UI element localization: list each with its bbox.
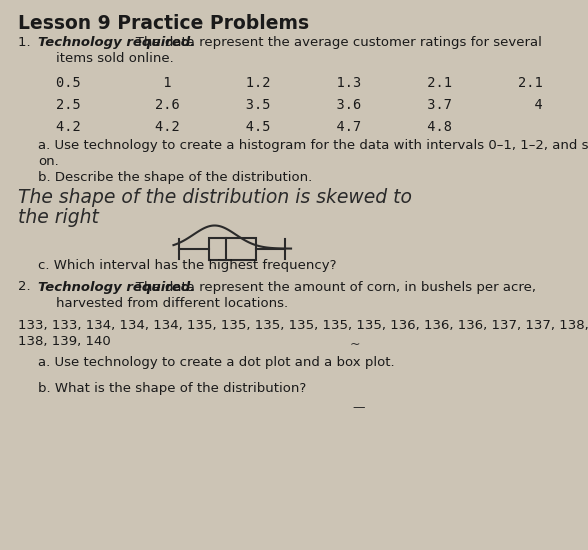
Text: The shape of the distribution is skewed to: The shape of the distribution is skewed …	[18, 188, 412, 207]
Text: —: —	[353, 402, 365, 415]
Text: c. Which interval has the highest frequency?: c. Which interval has the highest freque…	[38, 258, 337, 272]
Text: items sold online.: items sold online.	[56, 52, 173, 65]
Text: Technology required.: Technology required.	[38, 280, 195, 294]
Text: the right: the right	[18, 208, 99, 227]
Text: b. Describe the shape of the distribution.: b. Describe the shape of the distributio…	[38, 170, 312, 184]
Text: 2.5         2.6        3.5        3.6        3.7          4         4.1        4: 2.5 2.6 3.5 3.6 3.7 4 4.1 4	[56, 98, 588, 112]
Text: a. Use technology to create a histogram for the data with intervals 0–1, 1–2, an: a. Use technology to create a histogram …	[38, 139, 588, 152]
Text: harvested from different locations.: harvested from different locations.	[56, 297, 288, 310]
Text: on.: on.	[38, 155, 59, 168]
Text: Technology required.: Technology required.	[38, 36, 195, 49]
Bar	[209, 238, 256, 260]
Text: 138, 139, 140: 138, 139, 140	[18, 336, 111, 349]
Text: The data represent the average customer ratings for several: The data represent the average customer …	[38, 36, 542, 49]
Text: Lesson 9 Practice Problems: Lesson 9 Practice Problems	[18, 14, 309, 33]
Text: 2.: 2.	[18, 280, 35, 294]
Text: The data represent the amount of corn, in bushels per acre,: The data represent the amount of corn, i…	[38, 280, 536, 294]
Text: b. What is the shape of the distribution?: b. What is the shape of the distribution…	[38, 382, 306, 395]
Text: 133, 133, 134, 134, 134, 135, 135, 135, 135, 135, 135, 136, 136, 136, 137, 137, : 133, 133, 134, 134, 134, 135, 135, 135, …	[18, 319, 588, 332]
Text: 0.5          1         1.2        1.3        2.1        2.1        2.1        2.: 0.5 1 1.2 1.3 2.1 2.1 2.1 2.	[56, 76, 588, 90]
Text: a. Use technology to create a dot plot and a box plot.: a. Use technology to create a dot plot a…	[38, 356, 395, 370]
Text: 4.2         4.2        4.5        4.7        4.8: 4.2 4.2 4.5 4.7 4.8	[56, 120, 452, 134]
Text: ~: ~	[350, 338, 360, 351]
Text: 1.: 1.	[18, 36, 35, 49]
